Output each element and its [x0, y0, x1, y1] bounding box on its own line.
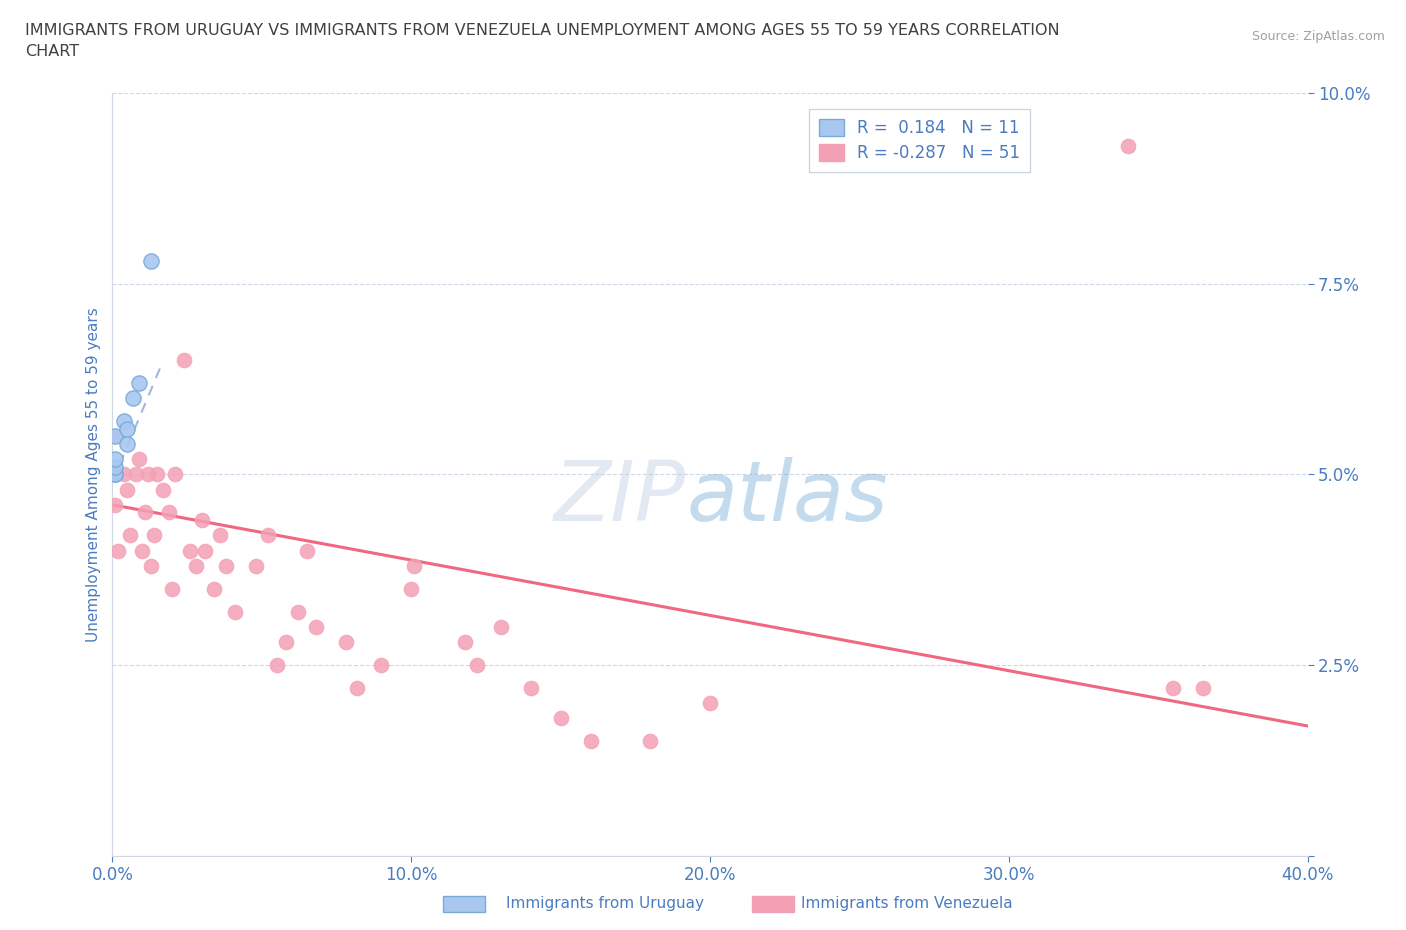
Text: atlas: atlas	[686, 457, 887, 538]
Point	[194, 543, 217, 558]
Point	[699, 696, 721, 711]
Point	[579, 734, 602, 749]
Point	[143, 528, 166, 543]
Point	[162, 581, 183, 596]
Point	[152, 482, 174, 497]
Point	[640, 734, 662, 749]
Point	[165, 467, 187, 482]
Point	[274, 634, 297, 649]
Point	[104, 467, 127, 482]
Point	[122, 391, 145, 405]
Point	[114, 414, 135, 429]
Point	[1192, 681, 1215, 696]
Point	[401, 581, 423, 596]
Point	[305, 619, 328, 634]
Point	[202, 581, 225, 596]
Text: Immigrants from Venezuela: Immigrants from Venezuela	[801, 897, 1014, 911]
Point	[257, 528, 280, 543]
Point	[131, 543, 153, 558]
Point	[346, 681, 368, 696]
Point	[209, 528, 232, 543]
Point	[404, 558, 426, 573]
Text: Source: ZipAtlas.com: Source: ZipAtlas.com	[1251, 30, 1385, 43]
Text: IMMIGRANTS FROM URUGUAY VS IMMIGRANTS FROM VENEZUELA UNEMPLOYMENT AMONG AGES 55 : IMMIGRANTS FROM URUGUAY VS IMMIGRANTS FR…	[25, 23, 1060, 38]
Point	[134, 505, 156, 520]
Point	[489, 619, 512, 634]
Point	[191, 512, 214, 527]
Point	[104, 429, 127, 444]
Point	[104, 452, 127, 467]
Point	[215, 558, 238, 573]
Point	[173, 352, 195, 367]
Point	[550, 711, 572, 725]
Point	[335, 634, 357, 649]
Text: CHART: CHART	[25, 44, 79, 59]
Point	[245, 558, 267, 573]
Point	[138, 467, 160, 482]
Point	[117, 482, 139, 497]
Y-axis label: Unemployment Among Ages 55 to 59 years: Unemployment Among Ages 55 to 59 years	[86, 307, 101, 642]
Point	[141, 253, 163, 268]
Point	[141, 558, 163, 573]
Point	[224, 604, 246, 619]
Point	[120, 528, 142, 543]
Point	[104, 498, 127, 512]
Point	[465, 658, 488, 672]
Point	[186, 558, 208, 573]
Point	[157, 505, 180, 520]
Point	[104, 429, 127, 444]
Point	[454, 634, 477, 649]
Point	[114, 467, 135, 482]
Point	[104, 467, 127, 482]
Point	[1118, 139, 1140, 153]
Point	[104, 459, 127, 474]
Text: Immigrants from Uruguay: Immigrants from Uruguay	[506, 897, 704, 911]
Point	[370, 658, 392, 672]
Point	[107, 543, 129, 558]
Point	[125, 467, 148, 482]
Point	[1161, 681, 1184, 696]
Point	[104, 467, 127, 482]
Point	[117, 436, 139, 451]
Point	[128, 376, 150, 391]
Point	[146, 467, 169, 482]
Point	[520, 681, 543, 696]
Point	[128, 452, 150, 467]
Point	[179, 543, 201, 558]
Point	[117, 421, 139, 436]
Point	[266, 658, 288, 672]
Legend: R =  0.184   N = 11, R = -0.287   N = 51: R = 0.184 N = 11, R = -0.287 N = 51	[808, 109, 1031, 172]
Text: ZIP: ZIP	[554, 457, 686, 538]
Point	[295, 543, 318, 558]
Point	[287, 604, 309, 619]
